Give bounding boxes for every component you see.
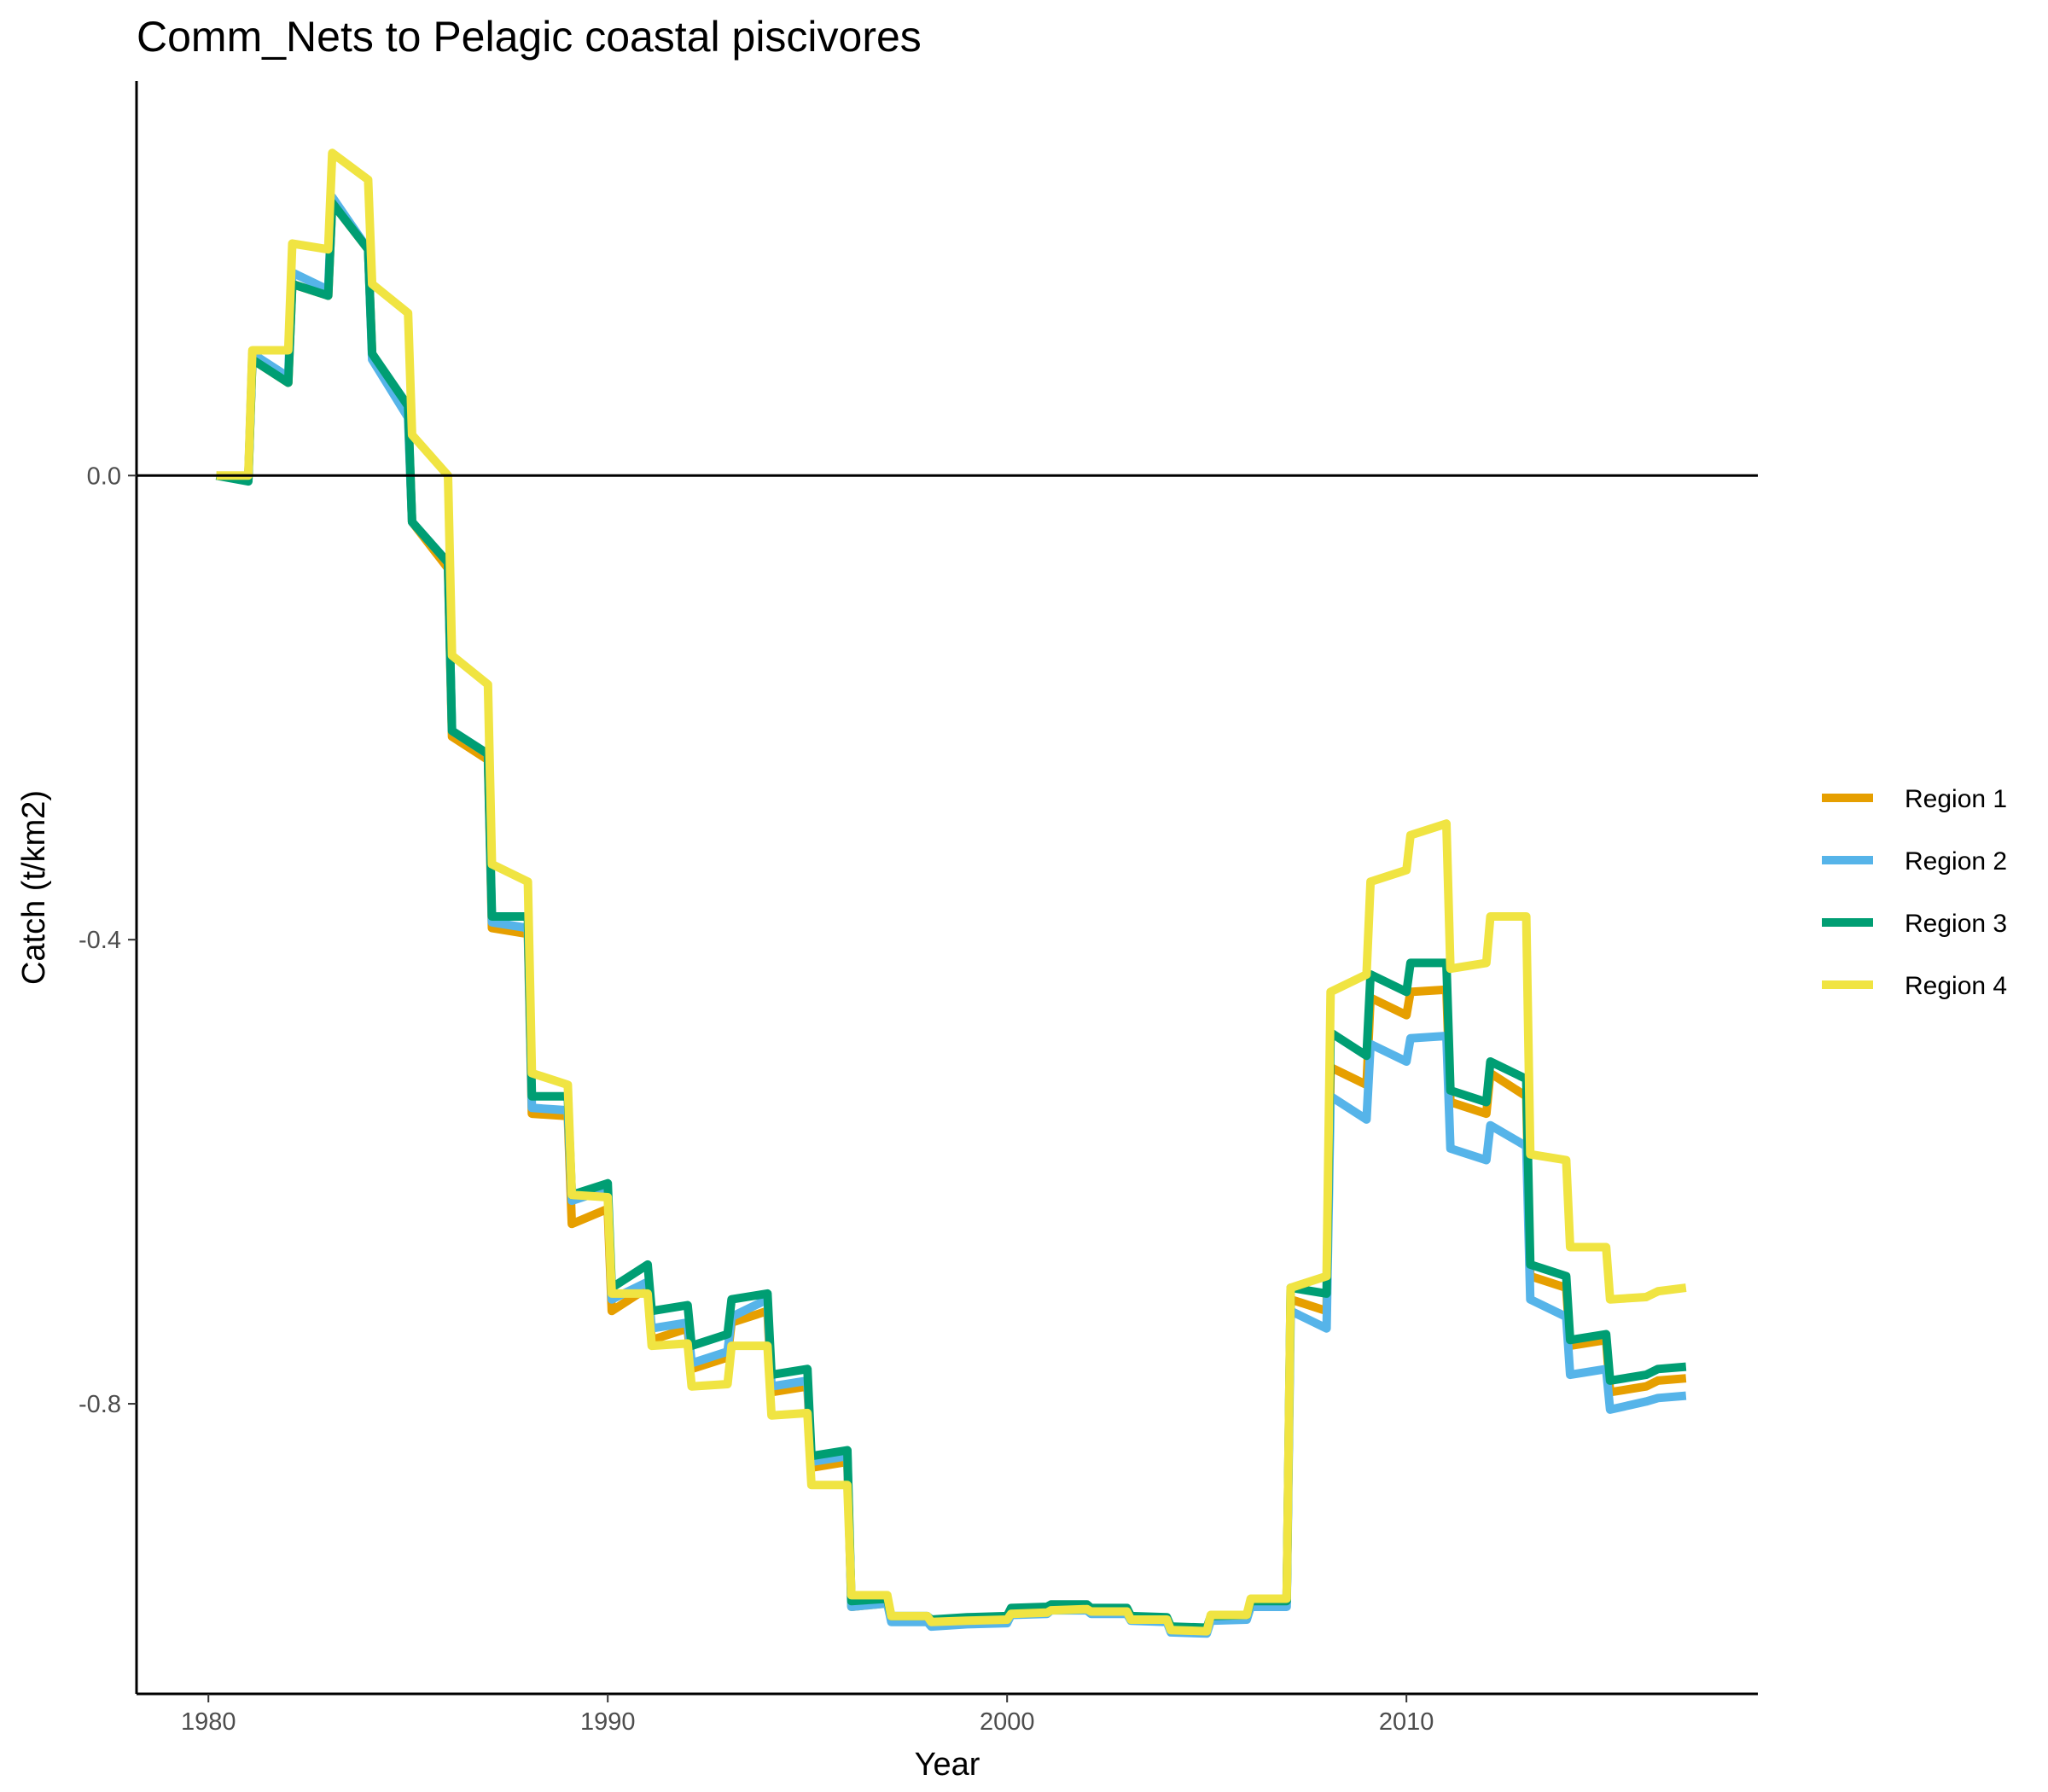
chart-title: Comm_Nets to Pelagic coastal piscivores bbox=[137, 13, 922, 61]
y-tick-label: 0.0 bbox=[87, 463, 121, 490]
x-tick-label: 2000 bbox=[980, 1708, 1035, 1736]
series-line-region-1 bbox=[216, 198, 1687, 1636]
legend-label: Region 3 bbox=[1905, 910, 2007, 938]
x-axis-title: Year bbox=[915, 1747, 980, 1783]
x-axis-ticks: 1980 1990 2000 2010 bbox=[181, 1694, 1434, 1736]
x-tick-label: 1980 bbox=[181, 1708, 236, 1736]
series-line-region-4 bbox=[216, 148, 1687, 1636]
y-axis-ticks: 0.0 -0.4 -0.8 bbox=[79, 463, 137, 1418]
x-tick-label: 2010 bbox=[1379, 1708, 1434, 1736]
legend-label: Region 1 bbox=[1905, 785, 2007, 813]
legend-label: Region 4 bbox=[1905, 972, 2007, 1000]
series-line-region-3 bbox=[215, 198, 1687, 1632]
y-axis-title: Catch (t/km2) bbox=[16, 790, 52, 985]
series-line-region-2 bbox=[216, 193, 1687, 1638]
series-layer bbox=[215, 148, 1687, 1638]
y-tick-label: -0.4 bbox=[79, 927, 121, 954]
legend-label: Region 2 bbox=[1905, 847, 2007, 876]
x-tick-label: 1990 bbox=[580, 1708, 636, 1736]
legend: Region 1 Region 2 Region 3 Region 4 bbox=[1822, 785, 2007, 1000]
y-tick-label: -0.8 bbox=[79, 1391, 121, 1418]
